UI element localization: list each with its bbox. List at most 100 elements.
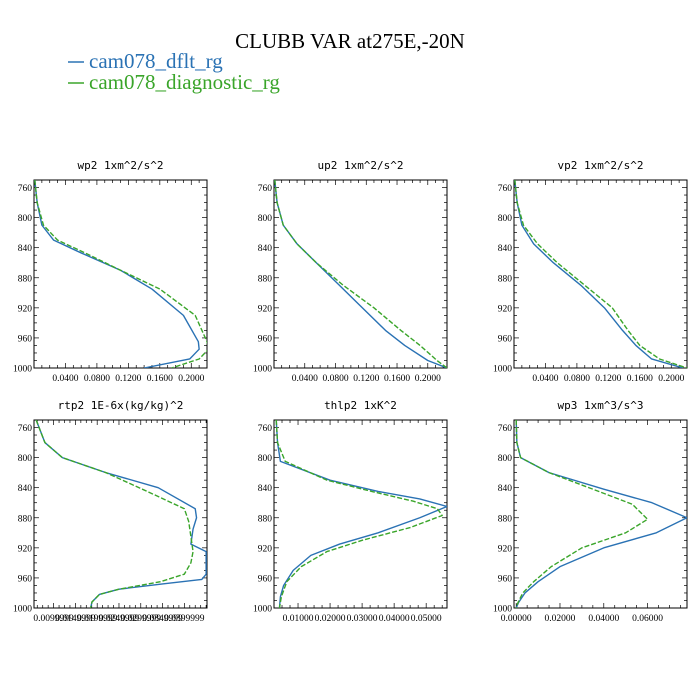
y-tick-label: 880: [498, 514, 513, 524]
y-tick-label: 840: [498, 484, 513, 494]
y-tick-label: 840: [498, 244, 513, 254]
chart-panels: wp2 1xm^2/s^2 760 800 840 880 920 960 1000 0.040…: [13, 159, 688, 624]
y-tick-label: 1000: [253, 605, 272, 615]
x-tick-label: 0.0800: [84, 374, 110, 384]
y-tick-label: 760: [18, 184, 33, 194]
y-tick-label: 1000: [13, 605, 32, 615]
legend-label: cam078_diagnostic_rg: [89, 70, 280, 94]
y-tick-label: 960: [258, 334, 273, 344]
figure-title: CLUBB VAR at275E,-20N: [235, 29, 465, 53]
panel-title: wp3 1xm^3/s^3: [557, 399, 643, 412]
plot-frame: [513, 179, 688, 369]
x-tick-label: 0.0099999: [33, 614, 74, 624]
x-tick-label: 0.0299999: [121, 614, 162, 624]
x-tick-label: 0.06000: [632, 614, 663, 624]
y-tick-label: 920: [18, 544, 33, 554]
y-tick-label: 920: [498, 304, 513, 314]
panel-title: rtp2 1E-6x(kg/kg)^2: [58, 399, 184, 412]
chart-panel: wp3 1xm^3/s^3 760 800 840 880 920 960 10000.000…: [493, 399, 688, 624]
panel-title: wp2 1xm^2/s^2: [77, 159, 163, 172]
series-line: [514, 180, 684, 368]
x-tick-label: 0.0400: [292, 374, 318, 384]
x-tick-label: 0.0399999: [164, 614, 205, 624]
x-tick-label: 0.1200: [353, 374, 379, 384]
x-tick-label: 0.01000: [283, 614, 314, 624]
y-tick-label: 920: [258, 544, 273, 554]
y-tick-label: 840: [258, 484, 273, 494]
plot-frame: [273, 419, 448, 609]
x-tick-label: 0.04000: [379, 614, 410, 624]
y-tick-label: 800: [18, 454, 33, 464]
y-tick-label: 840: [18, 484, 33, 494]
y-tick-label: 760: [258, 424, 273, 434]
y-tick-label: 920: [258, 304, 273, 314]
y-tick-label: 880: [258, 274, 273, 284]
y-tick-label: 840: [18, 244, 33, 254]
series-line: [275, 420, 443, 608]
x-tick-label: 0.2000: [658, 374, 684, 384]
legend-label: cam078_dflt_rg: [89, 49, 223, 73]
y-tick-label: 800: [258, 214, 273, 224]
panel-title: vp2 1xm^2/s^2: [557, 159, 643, 172]
y-tick-label: 960: [18, 574, 33, 584]
plot-frame: [273, 179, 448, 369]
y-tick-label: 800: [258, 454, 273, 464]
y-tick-label: 760: [258, 184, 273, 194]
y-tick-label: 920: [18, 304, 33, 314]
panel-title: up2 1xm^2/s^2: [317, 159, 403, 172]
y-tick-label: 800: [498, 454, 513, 464]
series-line: [514, 180, 687, 368]
x-tick-label: 0.1200: [595, 374, 621, 384]
y-tick-label: 960: [498, 574, 513, 584]
chart-panel: wp2 1xm^2/s^2 760 800 840 880 920 960 1000 0.040…: [13, 159, 208, 384]
x-tick-label: 0.1600: [627, 374, 653, 384]
y-tick-label: 1000: [493, 605, 512, 615]
x-tick-label: 0.0400: [532, 374, 558, 384]
panel-title: thlp2 1xK^2: [324, 399, 397, 412]
x-tick-label: 0.0349999: [142, 614, 183, 624]
plot-frame: [33, 179, 208, 369]
y-tick-label: 800: [18, 214, 33, 224]
y-tick-label: 1000: [253, 365, 272, 375]
y-tick-label: 840: [258, 244, 273, 254]
series-line: [34, 180, 207, 368]
series-line: [274, 180, 447, 368]
y-tick-label: 880: [18, 274, 33, 284]
y-tick-label: 960: [18, 334, 33, 344]
series-line: [515, 420, 649, 608]
series-line: [275, 420, 447, 608]
plot-frame: [33, 419, 208, 609]
x-tick-label: 0.04000: [588, 614, 619, 624]
x-tick-label: 0.00000: [501, 614, 532, 624]
y-tick-label: 960: [498, 334, 513, 344]
x-tick-label: 0.03000: [347, 614, 378, 624]
chart-panel: thlp2 1xK^2 760 800 840 880 920 960 1000 0.01000…: [253, 399, 448, 624]
y-tick-label: 800: [498, 214, 513, 224]
chart-panel: rtp2 1E-6x(kg/kg)^2 760 800 840 880 920 960 100…: [13, 399, 208, 624]
x-tick-label: 0.0400: [52, 374, 78, 384]
x-tick-label: 0.2000: [415, 374, 441, 384]
x-tick-label: 0.2000: [178, 374, 204, 384]
series-line: [35, 420, 194, 608]
x-tick-label: 0.02000: [315, 614, 346, 624]
y-tick-label: 1000: [13, 365, 32, 375]
chart-panel: up2 1xm^2/s^2 760 800 840 880 920 960 1000 0.040…: [253, 159, 448, 384]
series-line: [274, 180, 447, 368]
x-tick-label: 0.1600: [147, 374, 173, 384]
series-line: [35, 420, 207, 608]
y-tick-label: 880: [18, 514, 33, 524]
chart-panel: vp2 1xm^2/s^2 760 800 840 880 920 960 1000 0.040…: [493, 159, 688, 384]
y-tick-label: 1000: [493, 365, 512, 375]
y-tick-label: 760: [498, 184, 513, 194]
x-tick-label: 0.05000: [411, 614, 442, 624]
y-tick-label: 880: [258, 514, 273, 524]
y-tick-label: 880: [498, 274, 513, 284]
x-tick-label: 0.0800: [322, 374, 348, 384]
x-tick-label: 0.02000: [545, 614, 576, 624]
series-line: [34, 180, 200, 368]
x-tick-label: 0.1600: [384, 374, 410, 384]
y-tick-label: 920: [498, 544, 513, 554]
y-tick-label: 760: [498, 424, 513, 434]
